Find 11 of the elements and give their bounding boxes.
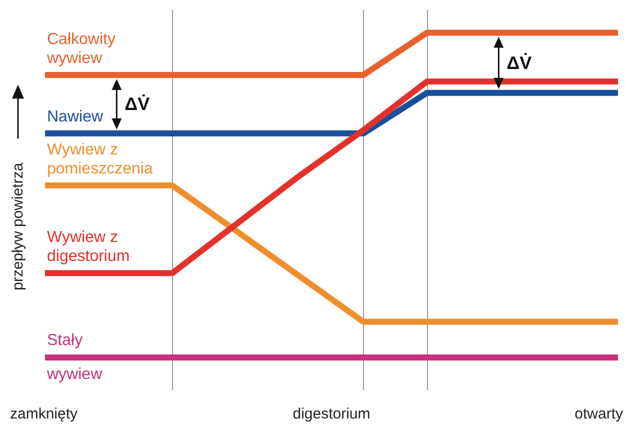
series-label: Wywiew z pomieszczenia [47, 141, 153, 178]
annotation: ΔV̇ [124, 94, 150, 114]
series-label: Całkowity wywiew [46, 30, 120, 67]
text: otwarty [574, 406, 624, 422]
series-label: Nawiew [47, 108, 104, 126]
series-label: Stały wywiew [46, 332, 103, 384]
annotation: ΔV̇ [506, 52, 532, 73]
series-label: Wywiew z digestorium [47, 229, 130, 266]
x-axis-title: digestorium [292, 406, 370, 422]
text: zamknięty [10, 406, 78, 422]
y-axis-title: przepływ powietrza [10, 162, 26, 290]
